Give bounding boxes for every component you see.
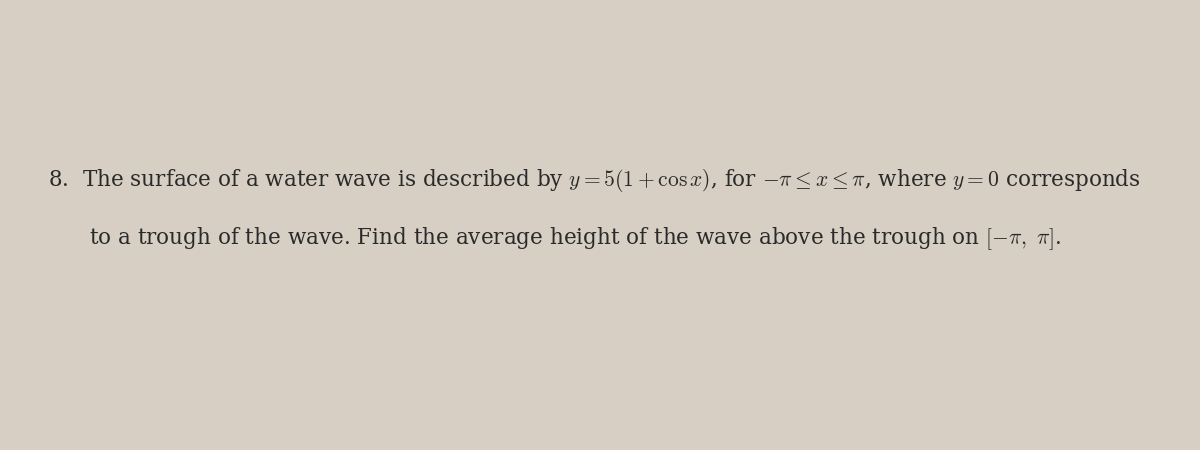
Text: 8.  The surface of a water wave is described by $y = 5(1+\cos x)$, for $-\pi \le: 8. The surface of a water wave is descri… [48,166,1141,194]
Text: to a trough of the wave. Find the average height of the wave above the trough on: to a trough of the wave. Find the averag… [48,225,1062,252]
